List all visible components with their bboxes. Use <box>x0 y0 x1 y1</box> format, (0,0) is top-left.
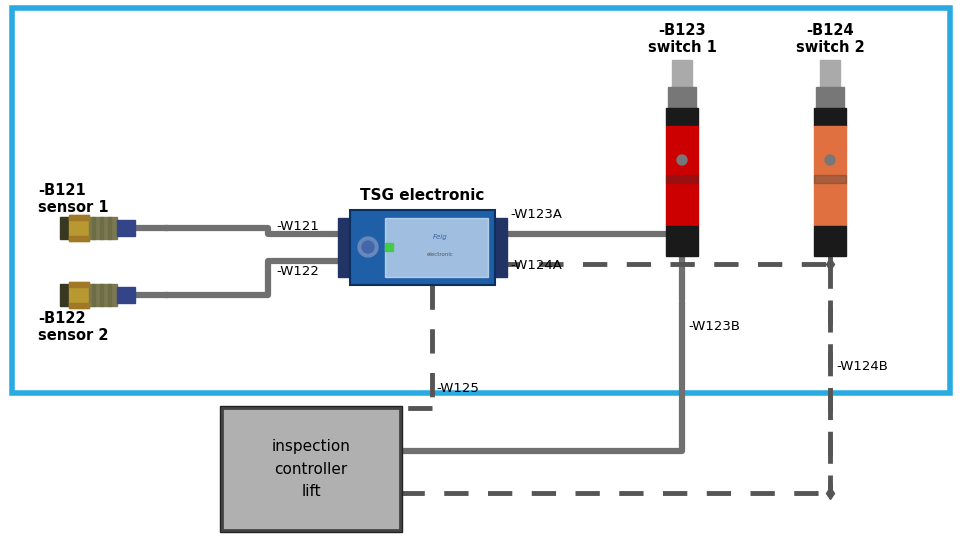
Text: -W122: -W122 <box>276 265 318 278</box>
Bar <box>69 282 89 308</box>
Bar <box>338 218 352 277</box>
Bar <box>222 408 400 530</box>
Bar <box>69 303 89 308</box>
Bar <box>666 126 698 226</box>
Text: electronic: electronic <box>426 253 454 258</box>
Bar <box>117 287 135 303</box>
Bar <box>385 243 393 251</box>
Text: -W125: -W125 <box>436 382 479 395</box>
Bar <box>69 215 89 241</box>
Circle shape <box>677 155 687 165</box>
Text: -B122
sensor 2: -B122 sensor 2 <box>38 311 109 343</box>
Text: inspection
controller
lift: inspection controller lift <box>271 439 351 499</box>
Bar <box>668 87 696 109</box>
Bar <box>69 236 89 241</box>
Bar <box>672 60 692 90</box>
Bar <box>92 217 95 239</box>
Text: -B124
switch 2: -B124 switch 2 <box>796 22 864 55</box>
Text: TSG electronic: TSG electronic <box>360 188 484 203</box>
Bar <box>60 284 69 306</box>
Bar <box>814 108 846 126</box>
Bar <box>117 220 135 236</box>
Bar <box>108 284 111 306</box>
Bar <box>92 284 95 306</box>
Bar <box>100 217 103 239</box>
Bar <box>89 284 117 306</box>
Bar <box>69 282 89 287</box>
Bar <box>89 217 117 239</box>
Circle shape <box>358 237 378 257</box>
Bar <box>816 87 844 109</box>
Bar <box>60 217 69 239</box>
Text: -W124B: -W124B <box>836 360 888 373</box>
Bar <box>814 226 846 256</box>
Text: -W124A: -W124A <box>510 259 562 272</box>
Text: -W123B: -W123B <box>688 320 740 333</box>
Text: Feig: Feig <box>432 234 448 240</box>
Bar <box>100 284 103 306</box>
Bar <box>493 218 507 277</box>
Circle shape <box>825 155 835 165</box>
Bar <box>385 218 488 277</box>
Bar <box>814 126 846 226</box>
Bar <box>666 108 698 126</box>
Bar <box>820 60 840 90</box>
Text: -B123
switch 1: -B123 switch 1 <box>648 22 716 55</box>
Bar <box>12 8 950 393</box>
Bar <box>220 406 402 532</box>
Circle shape <box>362 241 374 253</box>
Bar <box>69 215 89 220</box>
Text: -W121: -W121 <box>276 220 318 233</box>
Text: -W123A: -W123A <box>510 208 562 221</box>
FancyBboxPatch shape <box>350 210 495 285</box>
Bar <box>814 175 846 183</box>
Text: -B121
sensor 1: -B121 sensor 1 <box>38 183 109 216</box>
Bar <box>108 217 111 239</box>
Bar <box>666 175 698 183</box>
Bar <box>666 226 698 256</box>
